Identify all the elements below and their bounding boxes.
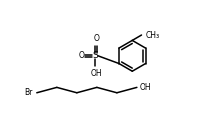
Text: Br: Br [24, 88, 33, 97]
Text: OH: OH [90, 69, 102, 78]
Text: S: S [92, 51, 98, 60]
Text: O: O [79, 51, 84, 60]
Text: CH₃: CH₃ [145, 30, 160, 40]
Text: O: O [93, 34, 99, 43]
Text: OH: OH [140, 83, 152, 92]
